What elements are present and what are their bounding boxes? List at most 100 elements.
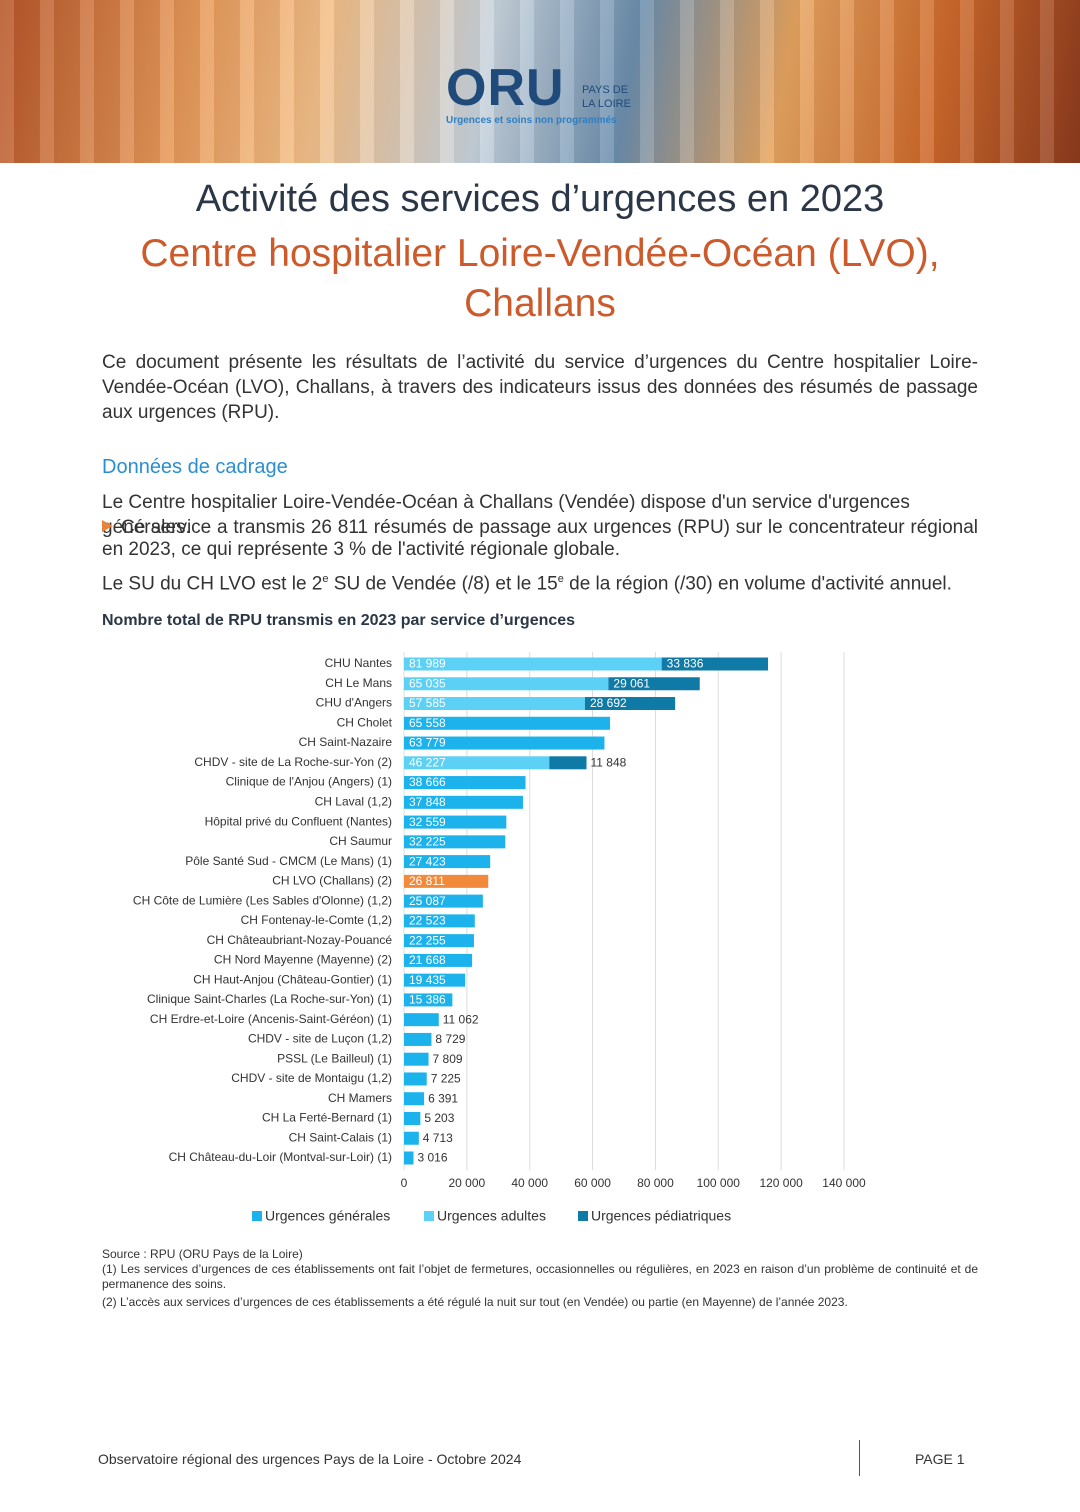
category-label: CH Saumur — [329, 834, 392, 848]
category-label: CHDV - site de Luçon (1,2) — [248, 1032, 392, 1046]
category-label: CHU d'Angers — [316, 696, 392, 710]
x-tick-label: 100 000 — [697, 1176, 741, 1190]
category-label: CH LVO (Challans) (2) — [272, 874, 392, 888]
value-label: 32 559 — [409, 815, 446, 829]
bar — [549, 756, 587, 770]
text: SU de Vendée (/8) et le 15 — [328, 573, 558, 595]
category-label: CH Haut-Anjou (Château-Gontier) (1) — [193, 972, 392, 986]
bar — [404, 1131, 419, 1145]
source: Source : RPU (ORU Pays de la Loire) — [102, 1247, 303, 1261]
legend-swatch — [252, 1211, 262, 1221]
bar — [404, 815, 507, 829]
category-label: CH La Ferté-Bernard (1) — [262, 1111, 392, 1125]
category-label: CH Le Mans — [325, 676, 392, 690]
superscript: e — [557, 573, 564, 585]
category-label: Clinique de l'Anjou (Angers) (1) — [226, 775, 392, 789]
category-label: CH Côte de Lumière (Les Sables d'Olonne)… — [133, 893, 392, 907]
x-tick-label: 40 000 — [511, 1176, 548, 1190]
value-label: 19 435 — [409, 973, 446, 987]
bar — [404, 657, 662, 671]
value-label: 7 225 — [431, 1072, 461, 1086]
bar — [404, 1111, 421, 1125]
x-tick-label: 20 000 — [449, 1176, 486, 1190]
footer-text: Observatoire régional des urgences Pays … — [98, 1451, 522, 1467]
bar — [404, 894, 483, 908]
category-label: CH Laval (1,2) — [315, 794, 392, 808]
bar — [404, 1151, 414, 1165]
paragraph: Ce service a transmis 26 811 résumés de … — [102, 517, 978, 561]
legend-swatch — [424, 1211, 434, 1221]
paragraph-text: Ce service a transmis 26 811 résumés de … — [102, 517, 978, 560]
bar — [404, 1092, 425, 1106]
bar — [404, 835, 506, 849]
page-number: PAGE 1 — [915, 1451, 965, 1467]
category-label: CHDV - site de La Roche-sur-Yon (2) — [194, 755, 392, 769]
category-label: CH Fontenay-le-Comte (1,2) — [241, 913, 392, 927]
value-label: 28 692 — [590, 696, 627, 710]
bar — [584, 697, 676, 711]
footnote: (1) Les services d’urgences de ces établ… — [102, 1262, 978, 1291]
value-label: 21 668 — [409, 953, 446, 967]
bar — [404, 677, 609, 691]
category-label: PSSL (Le Bailleul) (1) — [277, 1051, 392, 1065]
bar — [404, 934, 474, 948]
category-label: Clinique Saint-Charles (La Roche-sur-Yon… — [147, 992, 392, 1006]
category-label: CH Saint-Calais (1) — [289, 1130, 392, 1144]
value-label: 11 848 — [591, 755, 627, 769]
bar — [404, 1013, 439, 1027]
chart: 0 20 000 40 000 60 000 80 000 100 000 120 000 1… — [133, 652, 866, 1224]
value-label: 65 558 — [409, 716, 446, 730]
bar — [404, 1052, 429, 1066]
paragraph: Le Centre hospitalier Loire-Vendée-Océan… — [102, 492, 910, 538]
value-label: 7 809 — [433, 1052, 463, 1066]
category-label: CHU Nantes — [325, 656, 392, 670]
bar — [404, 914, 475, 928]
section-heading: Données de cadrage — [102, 456, 288, 478]
legend-label: Urgences pédiatriques — [591, 1208, 731, 1224]
bar — [404, 1072, 427, 1086]
bar — [661, 657, 769, 671]
bar — [404, 973, 466, 987]
value-label: 22 523 — [409, 914, 446, 928]
bar — [404, 776, 526, 790]
value-label: 6 391 — [428, 1091, 458, 1105]
value-label: 22 255 — [409, 933, 446, 947]
chart-title: Nombre total de RPU transmis en 2023 par… — [102, 612, 576, 629]
banner-texture — [0, 0, 1080, 163]
value-label: 38 666 — [409, 775, 446, 789]
value-label: 46 227 — [409, 755, 446, 769]
category-label: CH Château-du-Loir (Montval-sur-Loir) (1… — [169, 1150, 392, 1164]
text: Le SU du CH LVO est le 2 — [102, 573, 323, 595]
value-label: 4 713 — [423, 1131, 453, 1145]
value-label: 8 729 — [435, 1032, 465, 1046]
value-label: 5 203 — [424, 1111, 454, 1125]
bar — [404, 855, 491, 869]
bullet-marker — [102, 520, 113, 532]
subtitle: Centre hospitalier Loire-Vendée-Océan (L… — [140, 232, 940, 275]
bar — [404, 953, 473, 967]
legend-label: Urgences adultes — [437, 1208, 546, 1224]
title: Activité des services d’urgences en 2023 — [195, 178, 885, 220]
value-label: 29 061 — [613, 676, 650, 690]
x-tick-label: 0 — [401, 1176, 408, 1190]
bar — [404, 756, 550, 770]
value-label: 26 811 — [409, 874, 445, 888]
value-label: 15 386 — [409, 993, 446, 1007]
footnote: (2) L’accès aux services d’urgences de c… — [102, 1295, 848, 1309]
logo-region: LA LOIRE — [582, 98, 631, 110]
footer-separator — [859, 1440, 860, 1476]
value-label: 3 016 — [417, 1151, 447, 1165]
bar — [404, 697, 585, 711]
bar — [404, 716, 611, 730]
bar — [404, 795, 523, 809]
bar — [404, 736, 605, 750]
category-label: CH Erdre-et-Loire (Ancenis-Saint-Géréon)… — [150, 1012, 392, 1026]
bar — [608, 677, 700, 691]
value-label: 33 836 — [667, 657, 704, 671]
text: de la région (/30) en volume d'activité … — [563, 573, 952, 595]
logo: ORU — [446, 59, 565, 117]
legend-label: Urgences générales — [265, 1208, 390, 1224]
x-tick-label: 60 000 — [574, 1176, 611, 1190]
bar — [404, 1032, 432, 1046]
